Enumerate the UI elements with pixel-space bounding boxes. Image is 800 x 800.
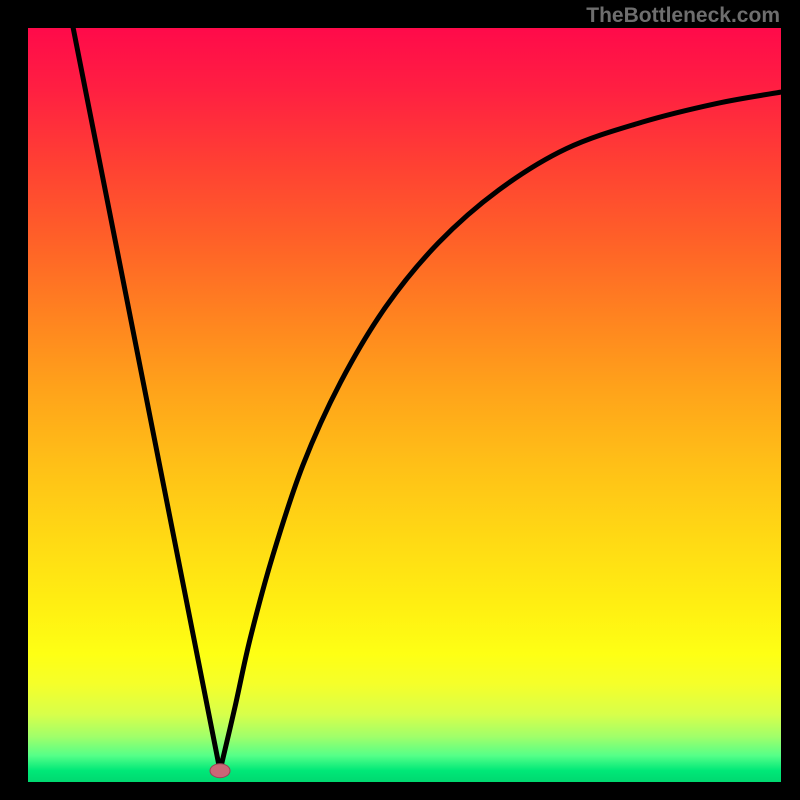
curve-path (73, 28, 781, 771)
watermark-text: TheBottleneck.com (586, 4, 780, 28)
chart-plot-area (28, 28, 781, 782)
chart-svg (28, 28, 781, 782)
optimum-marker (210, 764, 230, 778)
